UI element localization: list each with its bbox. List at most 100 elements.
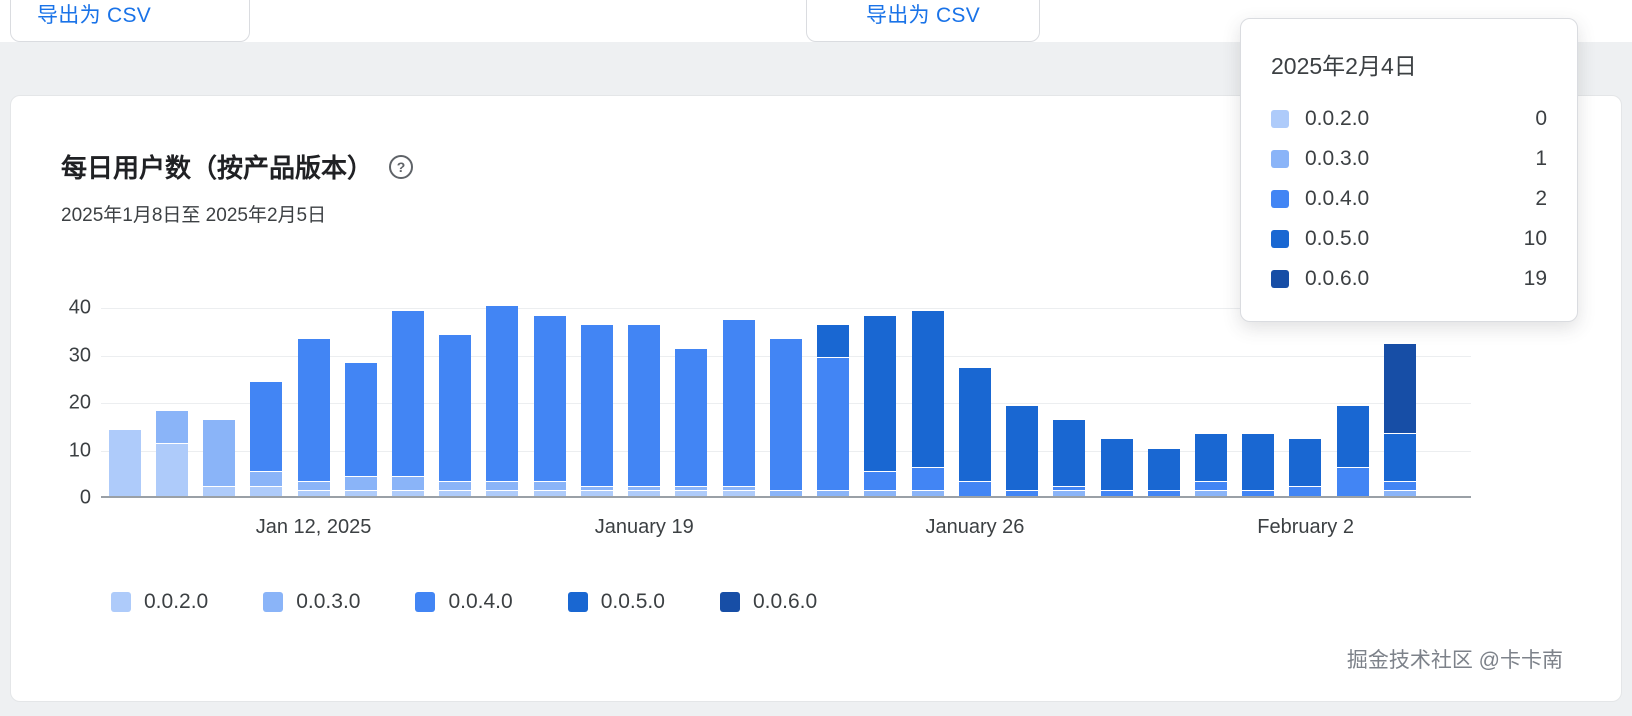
bar-jan-13[interactable] xyxy=(344,363,377,496)
bar-segment-0.0.2.0[interactable] xyxy=(297,491,330,496)
bar-segment-0.0.5.0[interactable] xyxy=(1383,434,1416,482)
bar-jan-11[interactable] xyxy=(250,382,283,496)
bar-segment-0.0.4.0[interactable] xyxy=(722,320,755,487)
bar-segment-0.0.5.0[interactable] xyxy=(1195,434,1227,482)
bar-segment-0.0.4.0[interactable] xyxy=(1336,467,1369,496)
bar-jan-24[interactable] xyxy=(864,315,897,496)
bar-segment-0.0.3.0[interactable] xyxy=(392,477,425,492)
bar-segment-0.0.5.0[interactable] xyxy=(1006,405,1039,492)
bar-jan-26[interactable] xyxy=(958,367,991,496)
bar-jan-17[interactable] xyxy=(533,315,566,496)
bar-jan-15[interactable] xyxy=(439,334,472,496)
bar-jan-16[interactable] xyxy=(486,306,519,496)
export-csv-button-left[interactable]: 导出为 CSV xyxy=(37,4,152,27)
bar-segment-0.0.5.0[interactable] xyxy=(1242,434,1275,492)
bar-jan-25[interactable] xyxy=(911,310,944,496)
bar-segment-0.0.3.0[interactable] xyxy=(1195,491,1227,496)
legend-item-0.0.2.0[interactable]: 0.0.2.0 xyxy=(111,590,208,614)
bar-segment-0.0.4.0[interactable] xyxy=(533,315,566,482)
bar-jan-12[interactable] xyxy=(297,339,330,496)
bar-segment-0.0.2.0[interactable] xyxy=(155,443,188,496)
bar-segment-0.0.4.0[interactable] xyxy=(1006,491,1039,496)
bar-segment-0.0.3.0[interactable] xyxy=(439,481,472,492)
bar-segment-0.0.3.0[interactable] xyxy=(250,472,283,487)
bar-feb-1[interactable] xyxy=(1242,434,1275,496)
bar-segment-0.0.4.0[interactable] xyxy=(392,310,425,477)
bar-jan-19[interactable] xyxy=(628,325,661,496)
bar-jan-28[interactable] xyxy=(1053,420,1086,496)
bar-segment-0.0.2.0[interactable] xyxy=(486,491,519,496)
bar-segment-0.0.4.0[interactable] xyxy=(486,306,519,482)
bar-segment-0.0.2.0[interactable] xyxy=(439,491,472,496)
bar-segment-0.0.4.0[interactable] xyxy=(580,325,613,487)
bar-segment-0.0.5.0[interactable] xyxy=(1053,420,1086,487)
bar-segment-0.0.5.0[interactable] xyxy=(864,315,897,473)
bar-jan-9[interactable] xyxy=(155,410,188,496)
bar-segment-0.0.4.0[interactable] xyxy=(1147,491,1180,496)
bar-segment-0.0.4.0[interactable] xyxy=(817,358,850,492)
bar-segment-0.0.3.0[interactable] xyxy=(675,486,708,492)
bar-feb-2[interactable] xyxy=(1289,439,1322,496)
bar-segment-0.0.4.0[interactable] xyxy=(344,363,377,477)
bar-jan-29[interactable] xyxy=(1100,439,1133,496)
bar-jan-18[interactable] xyxy=(580,325,613,496)
bar-segment-0.0.5.0[interactable] xyxy=(911,310,944,468)
bar-segment-0.0.3.0[interactable] xyxy=(722,486,755,492)
bar-segment-0.0.3.0[interactable] xyxy=(486,481,519,492)
bar-segment-0.0.3.0[interactable] xyxy=(344,477,377,492)
bar-segment-0.0.5.0[interactable] xyxy=(958,367,991,482)
bar-segment-0.0.4.0[interactable] xyxy=(1242,491,1275,496)
bar-segment-0.0.3.0[interactable] xyxy=(203,420,236,487)
bar-segment-0.0.2.0[interactable] xyxy=(344,491,377,496)
legend-item-0.0.5.0[interactable]: 0.0.5.0 xyxy=(567,590,665,614)
bar-segment-0.0.2.0[interactable] xyxy=(675,491,708,496)
legend-item-0.0.4.0[interactable]: 0.0.4.0 xyxy=(415,590,513,614)
bar-segment-0.0.2.0[interactable] xyxy=(628,491,661,496)
bar-jan-27[interactable] xyxy=(1006,405,1039,496)
bar-segment-0.0.4.0[interactable] xyxy=(769,339,802,492)
bar-segment-0.0.5.0[interactable] xyxy=(1147,448,1180,492)
legend-item-0.0.6.0[interactable]: 0.0.6.0 xyxy=(719,590,817,614)
bar-segment-0.0.2.0[interactable] xyxy=(250,486,283,496)
bar-segment-0.0.2.0[interactable] xyxy=(392,491,425,496)
bar-jan-14[interactable] xyxy=(392,310,425,496)
bar-jan-8[interactable] xyxy=(108,429,141,496)
bar-feb-4[interactable] xyxy=(1383,344,1416,496)
bar-segment-0.0.3.0[interactable] xyxy=(580,486,613,492)
bar-segment-0.0.3.0[interactable] xyxy=(911,491,944,496)
bar-segment-0.0.4.0[interactable] xyxy=(675,348,708,487)
bar-jan-20[interactable] xyxy=(675,348,708,496)
bar-segment-0.0.4.0[interactable] xyxy=(1195,481,1227,492)
bar-segment-0.0.3.0[interactable] xyxy=(1053,491,1086,496)
bar-segment-0.0.2.0[interactable] xyxy=(203,486,236,496)
bar-jan-10[interactable] xyxy=(203,420,236,496)
bar-segment-0.0.3.0[interactable] xyxy=(297,481,330,492)
bar-segment-0.0.5.0[interactable] xyxy=(1100,439,1133,492)
bar-segment-0.0.4.0[interactable] xyxy=(1289,486,1322,496)
bar-jan-30[interactable] xyxy=(1147,448,1180,496)
bar-segment-0.0.4.0[interactable] xyxy=(628,325,661,487)
bar-segment-0.0.4.0[interactable] xyxy=(1100,491,1133,496)
bar-segment-0.0.3.0[interactable] xyxy=(155,410,188,444)
bar-segment-0.0.2.0[interactable] xyxy=(533,491,566,496)
bar-jan-22[interactable] xyxy=(769,339,802,496)
bar-segment-0.0.5.0[interactable] xyxy=(1289,439,1322,487)
legend-item-0.0.3.0[interactable]: 0.0.3.0 xyxy=(263,590,360,614)
bar-segment-0.0.4.0[interactable] xyxy=(864,472,897,492)
bar-feb-3[interactable] xyxy=(1336,405,1369,496)
bar-segment-0.0.3.0[interactable] xyxy=(769,491,802,496)
bar-segment-0.0.4.0[interactable] xyxy=(911,467,944,492)
bar-segment-0.0.5.0[interactable] xyxy=(1336,405,1369,468)
bar-segment-0.0.4.0[interactable] xyxy=(958,481,991,496)
help-icon[interactable]: ? xyxy=(389,154,414,179)
bar-segment-0.0.4.0[interactable] xyxy=(297,339,330,482)
bar-segment-0.0.3.0[interactable] xyxy=(817,491,850,496)
bar-segment-0.0.3.0[interactable] xyxy=(533,481,566,492)
bar-segment-0.0.4.0[interactable] xyxy=(250,382,283,473)
bar-segment-0.0.4.0[interactable] xyxy=(439,334,472,482)
bar-jan-23[interactable] xyxy=(817,325,850,496)
bar-jan-21[interactable] xyxy=(722,320,755,496)
export-csv-button-middle[interactable]: 导出为 CSV xyxy=(865,4,981,27)
bar-segment-0.0.2.0[interactable] xyxy=(108,429,141,496)
bar-segment-0.0.3.0[interactable] xyxy=(628,486,661,492)
